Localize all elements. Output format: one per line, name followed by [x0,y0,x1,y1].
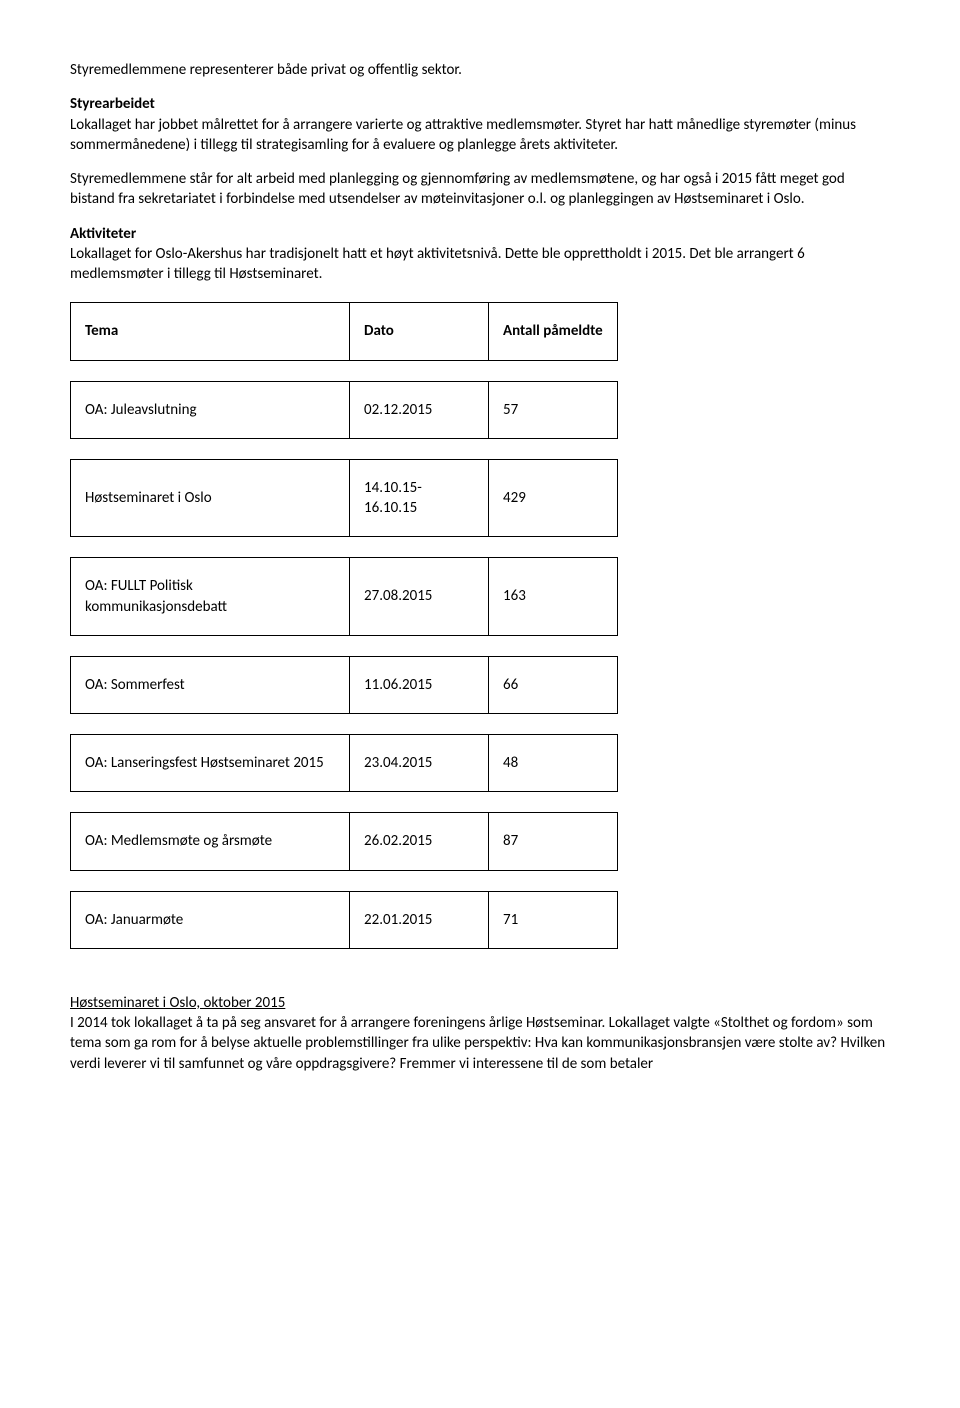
cell-tema: OA: Sommerfest [71,656,350,713]
table-row: OA: Lanseringsfest Høstseminaret 2015 23… [71,735,618,792]
aktiviteter-block: Aktiviteter Lokallaget for Oslo-Akershus… [70,224,890,285]
cell-dato: 02.12.2015 [350,381,489,438]
table-header-row: Tema Dato Antall påmeldte [71,303,618,360]
cell-antall: 57 [489,381,618,438]
table-row: Høstseminaret i Oslo 14.10.15-16.10.15 4… [71,459,618,537]
cell-tema: OA: FULLT Politisk kommunikasjonsdebatt [71,558,350,636]
cell-antall: 87 [489,813,618,870]
table-row: OA: Juleavslutning 02.12.2015 57 [71,381,618,438]
styremedlemmene-paragraph: Styremedlemmene står for alt arbeid med … [70,169,890,210]
cell-dato: 26.02.2015 [350,813,489,870]
hostseminar-heading: Høstseminaret i Oslo, oktober 2015 [70,994,285,1012]
cell-antall: 48 [489,735,618,792]
cell-antall: 163 [489,558,618,636]
intro-paragraph: Styremedlemmene representerer både priva… [70,60,890,80]
cell-dato: 22.01.2015 [350,891,489,948]
cell-dato: 23.04.2015 [350,735,489,792]
aktiviteter-heading: Aktiviteter [70,225,136,243]
table-row: OA: Sommerfest 11.06.2015 66 [71,656,618,713]
styrearbeidet-heading: Styrearbeidet [70,95,155,113]
header-tema: Tema [71,303,350,360]
activities-table: Tema Dato Antall påmeldte OA: Juleavslut… [70,302,618,949]
cell-antall: 66 [489,656,618,713]
hostseminar-text: I 2014 tok lokallaget å ta på seg ansvar… [70,1014,885,1073]
cell-antall: 429 [489,459,618,537]
cell-tema: OA: Lanseringsfest Høstseminaret 2015 [71,735,350,792]
cell-dato: 27.08.2015 [350,558,489,636]
cell-antall: 71 [489,891,618,948]
styrearbeidet-block: Styrearbeidet Lokallaget har jobbet målr… [70,94,890,155]
table-row: OA: Medlemsmøte og årsmøte 26.02.2015 87 [71,813,618,870]
cell-dato: 14.10.15-16.10.15 [350,459,489,537]
aktiviteter-text: Lokallaget for Oslo-Akershus har tradisj… [70,245,805,283]
table-row: OA: Januarmøte 22.01.2015 71 [71,891,618,948]
styrearbeidet-text: Lokallaget har jobbet målrettet for å ar… [70,116,856,154]
header-antall: Antall påmeldte [489,303,618,360]
cell-tema: OA: Juleavslutning [71,381,350,438]
table-row: OA: FULLT Politisk kommunikasjonsdebatt … [71,558,618,636]
cell-tema: OA: Medlemsmøte og årsmøte [71,813,350,870]
hostseminar-block: Høstseminaret i Oslo, oktober 2015 I 201… [70,993,890,1074]
cell-dato: 11.06.2015 [350,656,489,713]
cell-tema: OA: Januarmøte [71,891,350,948]
header-dato: Dato [350,303,489,360]
cell-tema: Høstseminaret i Oslo [71,459,350,537]
